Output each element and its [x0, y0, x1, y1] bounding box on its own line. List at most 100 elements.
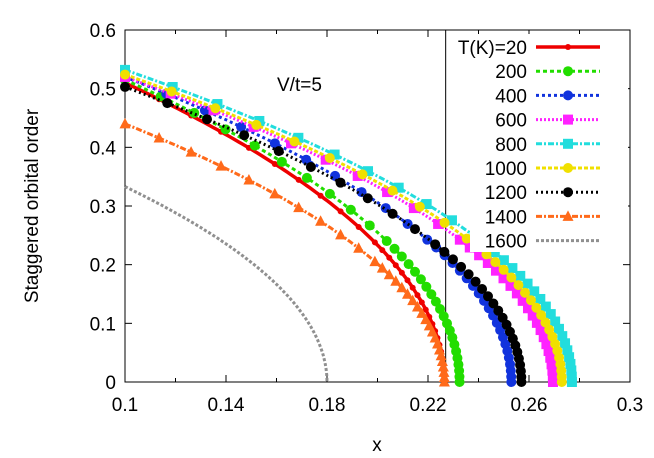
data-point: [410, 224, 421, 235]
data-point: [562, 345, 573, 356]
data-point: [215, 160, 227, 171]
data-point: [301, 154, 312, 165]
data-point: [392, 262, 399, 269]
data-point: [249, 140, 260, 151]
data-point: [335, 177, 346, 188]
data-point: [386, 254, 393, 261]
legend-item-400: 400: [495, 86, 600, 107]
data-point: [513, 280, 524, 291]
data-point: [488, 298, 499, 309]
data-point: [210, 103, 221, 114]
data-point: [293, 201, 305, 213]
data-point: [482, 257, 493, 268]
y-tick-label: 0: [105, 373, 116, 394]
data-point: [547, 371, 558, 382]
data-point: [353, 242, 365, 253]
data-point: [166, 86, 177, 97]
data-point: [153, 132, 165, 143]
data-point: [414, 292, 421, 299]
tick-labels: 0.1 0.14 0.18 0.22 0.26 0.300.10.20.30.40.50.…: [90, 21, 644, 416]
data-point: [120, 81, 130, 92]
data-point: [557, 331, 568, 342]
legend-item-1600: 1600: [485, 232, 600, 253]
data-point: [556, 377, 567, 387]
data-point: [251, 119, 262, 130]
data-point: [545, 309, 556, 320]
data-point: [438, 376, 450, 387]
legend-item-600: 600: [495, 111, 600, 132]
data-point: [369, 255, 381, 267]
data-point: [547, 365, 558, 376]
data-point: [381, 236, 392, 247]
data-point: [185, 146, 197, 157]
data-point: [482, 291, 493, 302]
data-point: [563, 163, 573, 173]
data-point: [562, 210, 574, 221]
data-point: [362, 193, 373, 204]
legend-item-1000: 1000: [485, 159, 600, 180]
data-point: [396, 251, 407, 262]
data-point: [546, 359, 557, 370]
data-point: [352, 170, 363, 181]
data-point: [398, 269, 405, 276]
data-point: [408, 203, 419, 214]
data-point: [401, 288, 413, 299]
data-point: [566, 365, 577, 376]
data-point: [506, 377, 517, 387]
data-point: [435, 349, 447, 361]
data-point: [396, 281, 408, 293]
data-point: [430, 239, 441, 250]
data-point: [454, 234, 465, 245]
data-point: [119, 117, 131, 129]
data-point: [379, 247, 386, 254]
data-point: [426, 289, 437, 300]
data-point: [538, 332, 549, 343]
data-point: [330, 170, 341, 181]
data-point: [438, 366, 450, 377]
data-point: [474, 250, 485, 261]
data-point: [517, 295, 528, 306]
data-point: [437, 361, 449, 372]
series-line-1600: [124, 185, 329, 383]
x-tick-label: 0.1: [112, 395, 138, 416]
data-point: [324, 152, 335, 163]
data-point: [430, 296, 441, 307]
data-point: [337, 208, 344, 215]
data-point: [418, 299, 425, 306]
data-point: [317, 192, 324, 199]
x-tick-label: 0.18: [309, 395, 346, 416]
data-point: [506, 272, 517, 283]
data-point: [422, 306, 429, 313]
data-point: [421, 199, 432, 210]
series-20: [122, 79, 448, 385]
series-1000: [120, 69, 567, 387]
data-point: [563, 90, 573, 101]
data-point: [409, 266, 420, 277]
data-point: [389, 243, 400, 254]
data-point: [383, 268, 395, 280]
y-tick-label: 0.5: [90, 80, 116, 101]
y-tick-label: 0.4: [90, 138, 117, 159]
data-point: [289, 136, 300, 147]
data-point: [547, 377, 558, 387]
data-point: [390, 275, 402, 286]
data-point: [236, 121, 247, 132]
data-point: [329, 149, 340, 160]
data-point: [269, 138, 280, 149]
y-axis-title: Staggered orbital order: [22, 108, 43, 303]
y-tick-label: 0.2: [90, 256, 116, 277]
data-point: [335, 228, 347, 240]
data-point: [470, 276, 481, 287]
data-point: [387, 185, 398, 196]
data-point: [189, 107, 200, 118]
data-point: [525, 295, 536, 306]
data-point: [564, 352, 575, 363]
data-point: [519, 287, 530, 298]
data-point: [433, 218, 444, 229]
data-point: [393, 182, 404, 193]
data-point: [305, 161, 316, 172]
series-200: [120, 74, 465, 387]
data-point: [357, 169, 368, 180]
series-1200: [120, 81, 527, 387]
data-point: [407, 294, 419, 306]
